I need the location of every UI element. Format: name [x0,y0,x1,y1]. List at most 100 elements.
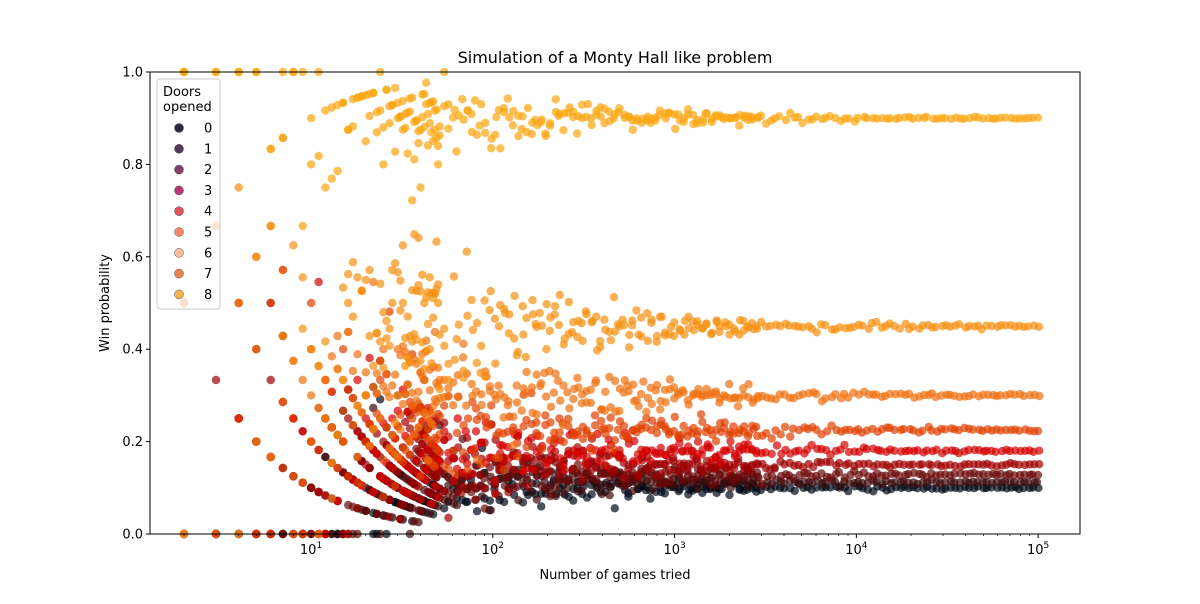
data-point-doors-7 [369,424,378,434]
data-point-doors-5 [538,444,547,453]
data-point-doors-8 [922,112,931,122]
data-point-doors-5 [278,463,288,473]
data-point-doors-4 [369,487,378,497]
data-point-doors-6 [586,398,596,408]
y-axis-label: Win probability [98,254,113,352]
data-point-doors-4 [601,445,610,454]
data-point-doors-7 [420,364,429,374]
data-point-doors-1 [605,491,614,500]
data-point-doors-6 [509,441,518,450]
data-point-doors-7 [908,322,917,331]
data-point-doors-7 [600,315,609,324]
data-point-doors-5 [396,410,405,419]
data-point-doors-5 [729,422,738,431]
data-point-doors-8 [321,183,330,192]
data-point-doors-7 [333,430,342,440]
data-point-doors-6 [642,407,651,416]
data-point-doors-4 [422,465,431,474]
data-point-doors-8 [408,93,417,102]
data-point-doors-5 [762,429,771,438]
data-point-doors-7 [519,330,528,339]
legend-label-1: 1 [204,142,212,157]
data-point-doors-8 [735,121,744,130]
data-point-doors-7 [462,247,471,256]
x-tick-base: 10 [845,543,862,558]
data-point-doors-3 [414,482,423,491]
data-point-doors-7 [643,336,652,345]
data-point-doors-7 [528,310,538,319]
data-point-doors-4 [314,487,323,497]
data-point-doors-5 [610,436,619,445]
data-point-doors-7 [365,331,374,341]
data-point-doors-5 [564,414,573,424]
data-point-doors-5 [486,420,495,429]
data-point-doors-6 [477,390,486,399]
x-tick-base: 10 [300,543,317,558]
data-point-doors-7 [627,321,637,330]
data-point-doors-3 [385,512,394,522]
data-point-doors-0 [485,496,495,505]
data-point-doors-5 [338,345,348,354]
x-tick-base: 10 [1027,543,1044,558]
data-point-doors-7 [643,309,652,318]
data-point-doors-6 [1035,391,1044,401]
data-point-doors-1 [532,495,541,504]
data-point-doors-7 [234,183,243,192]
data-point-doors-2 [711,477,720,486]
data-point-doors-8 [496,144,505,153]
data-point-doors-3 [469,481,478,491]
data-point-doors-6 [433,363,443,372]
legend-label-4: 4 [204,205,212,220]
data-point-doors-4 [1034,446,1044,455]
data-point-doors-6 [553,376,563,385]
data-point-doors-5 [590,411,600,420]
data-point-doors-7 [298,273,307,282]
data-point-doors-7 [338,283,348,292]
data-point-doors-7 [459,373,468,382]
data-point-doors-6 [327,494,336,503]
data-point-doors-8 [596,112,605,121]
legend-label-5: 5 [204,226,212,241]
x-tick-label: 103 [663,541,685,558]
data-point-doors-7 [528,296,537,305]
data-point-doors-7 [494,322,504,331]
data-point-doors-3 [344,414,353,423]
data-point-doors-7 [298,324,307,333]
data-point-doors-8 [379,123,388,132]
data-point-doors-8 [472,130,482,139]
data-point-doors-6 [414,423,423,432]
data-point-doors-4 [941,446,951,455]
data-point-doors-6 [410,429,419,439]
data-point-doors-7 [306,345,316,354]
data-point-doors-6 [639,377,648,386]
data-point-doors-5 [306,298,316,308]
data-point-doors-7 [416,356,425,365]
data-point-doors-3 [504,488,513,497]
data-point-doors-5 [508,426,518,436]
legend-entries: 0 1 2 3 4 5 6 7 8 [174,122,212,303]
data-point-doors-8 [862,114,871,123]
data-point-doors-6 [449,401,458,410]
data-point-doors-7 [702,320,711,329]
data-point-doors-6 [459,339,468,348]
data-point-doors-7 [435,384,444,394]
data-point-doors-3 [673,467,683,476]
data-point-doors-5 [487,401,496,410]
data-point-doors-2 [563,476,572,486]
data-point-doors-3 [908,460,917,469]
data-point-doors-6 [551,369,560,378]
data-point-doors-7 [252,437,261,446]
data-point-doors-6 [453,392,462,401]
data-point-doors-1 [628,486,637,496]
data-point-doors-5 [522,442,531,452]
data-point-doors-8 [398,96,408,106]
data-point-doors-8 [679,117,688,127]
data-point-doors-8 [481,118,490,128]
data-point-doors-5 [344,385,353,394]
data-point-doors-5 [550,434,559,444]
legend-marker-2 [174,164,184,175]
data-point-doors-6 [477,400,486,410]
data-point-doors-8 [452,147,461,156]
data-point-doors-5 [452,428,462,438]
data-point-doors-4 [545,456,554,465]
